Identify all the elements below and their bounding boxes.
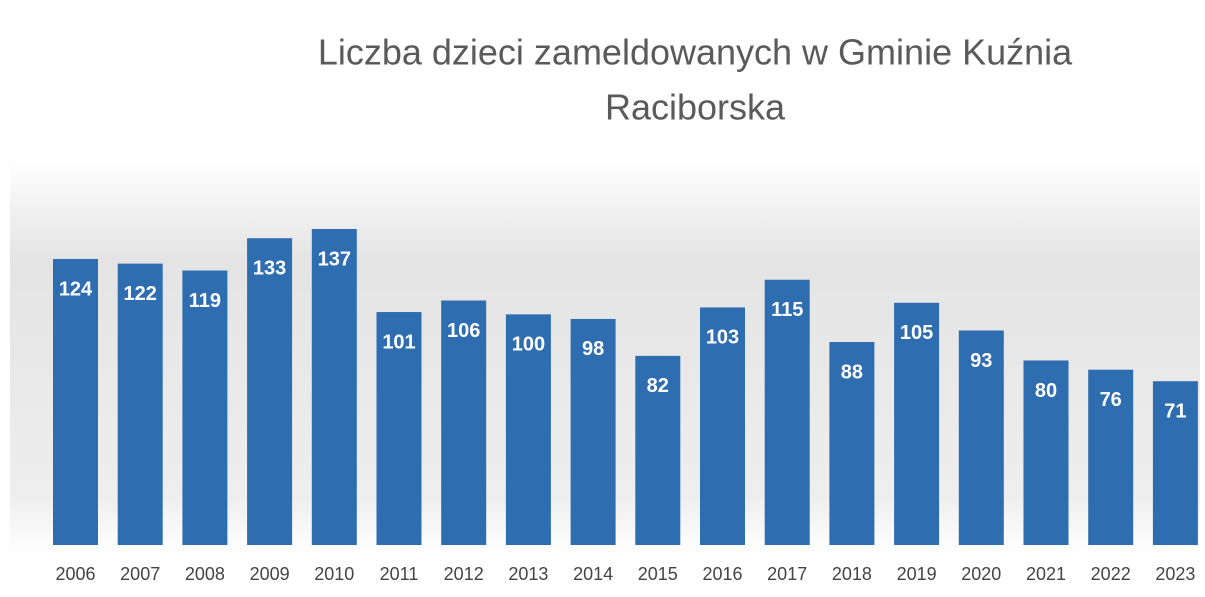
x-tick-label: 2007 — [120, 564, 160, 584]
data-label: 106 — [447, 320, 480, 342]
bar — [117, 263, 163, 545]
data-label: 82 — [647, 375, 669, 397]
data-label: 71 — [1164, 401, 1186, 423]
bar — [376, 312, 422, 545]
bar — [1088, 369, 1134, 545]
data-label: 93 — [970, 350, 992, 372]
bar — [829, 342, 875, 545]
x-tick-label: 2010 — [314, 564, 354, 584]
data-label: 122 — [124, 283, 157, 305]
data-label: 100 — [512, 334, 545, 356]
x-tick-label: 2023 — [1155, 564, 1195, 584]
data-label: 119 — [189, 290, 221, 312]
bar — [635, 355, 681, 545]
x-tick-label: 2015 — [638, 564, 678, 584]
bar — [53, 258, 98, 545]
data-label: 105 — [900, 322, 933, 344]
data-label: 124 — [59, 278, 93, 300]
bar — [764, 279, 810, 545]
data-label: 101 — [382, 331, 415, 353]
bar — [958, 330, 1004, 545]
x-tick-label: 2009 — [250, 564, 290, 584]
x-tick-label: 2022 — [1091, 564, 1131, 584]
x-tick-label: 2013 — [508, 564, 548, 584]
x-tick-label: 2020 — [961, 564, 1001, 584]
data-label: 115 — [771, 299, 803, 321]
bar — [247, 238, 293, 546]
chart-title: Liczba dzieci zameldowanych w Gminie Kuź… — [318, 32, 1073, 73]
data-label: 88 — [841, 361, 863, 383]
bar — [182, 270, 228, 545]
bar — [441, 300, 487, 545]
x-tick-label: 2018 — [832, 564, 872, 584]
x-tick-label: 2012 — [444, 564, 484, 584]
bar — [894, 302, 940, 545]
x-tick-label: 2016 — [702, 564, 742, 584]
x-tick-label: 2021 — [1026, 564, 1066, 584]
x-tick-label: 2008 — [185, 564, 225, 584]
data-label: 103 — [706, 327, 739, 349]
x-tick-label: 2017 — [767, 564, 807, 584]
data-label: 98 — [582, 338, 604, 360]
x-tick-label: 2014 — [573, 564, 613, 584]
bar — [570, 318, 616, 545]
data-label: 80 — [1035, 380, 1057, 402]
x-tick-label: 2006 — [55, 564, 95, 584]
bar — [1023, 360, 1069, 545]
data-label: 133 — [253, 258, 286, 280]
bar — [1152, 381, 1198, 545]
bar — [505, 314, 551, 545]
data-label: 76 — [1100, 389, 1122, 411]
x-tick-label: 2019 — [897, 564, 937, 584]
bar — [700, 307, 745, 545]
data-label: 137 — [318, 248, 351, 270]
bar — [311, 229, 357, 545]
x-tick-label: 2011 — [380, 564, 419, 584]
chart-title: Raciborska — [605, 87, 786, 128]
